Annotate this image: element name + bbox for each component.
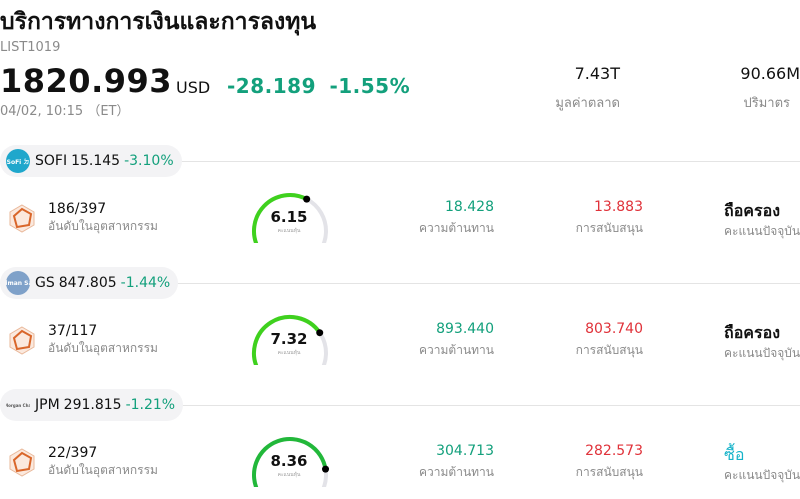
- section-divider: [0, 405, 800, 406]
- stock-pill[interactable]: SoFi ㄉ SOFI 15.145 -3.10%: [0, 145, 182, 177]
- stock-change-percent: -1.21%: [125, 397, 176, 413]
- stock-symbol: GS: [35, 275, 55, 291]
- rating-action: ถือครอง: [724, 201, 781, 220]
- support-label: การสนับสนุน: [575, 343, 643, 357]
- stock-score-gauge: [242, 431, 338, 495]
- support-value: 803.740: [585, 321, 643, 337]
- stock-score-label: คะแนนหุ้น: [277, 228, 301, 234]
- price-change-percent: -1.55%: [329, 74, 411, 98]
- rating-action: ถือครอง: [724, 323, 781, 342]
- section-divider: [0, 161, 800, 162]
- stock-score-value: 6.15: [270, 208, 308, 226]
- rating-action: ซื้อ: [724, 445, 745, 464]
- stock-pill[interactable]: Goldman Sachs GS 847.805 -1.44%: [0, 267, 179, 299]
- price-change: -28.189 -1.55%: [227, 74, 410, 98]
- volume-label: ปริมาตร: [743, 96, 790, 111]
- support-label: การสนับสนุน: [575, 465, 643, 479]
- stock-score-value: 7.32: [270, 330, 308, 348]
- price-change-value: -28.189: [227, 74, 316, 98]
- volume-value: 90.66M: [740, 64, 800, 83]
- industry-rank-label: อันดับในอุตสาหกรรม: [48, 341, 158, 355]
- stock-pill[interactable]: JPMorgan Chase JPM 291.815 -1.21%: [0, 389, 184, 421]
- resistance-label: ความต้านทาน: [419, 221, 494, 235]
- currency-label: USD: [176, 78, 211, 97]
- resistance-value: 304.713: [436, 443, 494, 459]
- rating-label: คะแนนปัจจุบัน: [724, 224, 800, 238]
- industry-rank-label: อันดับในอุตสาหกรรม: [48, 219, 158, 233]
- support-label: การสนับสนุน: [575, 221, 643, 235]
- stock-price: 15.145: [71, 153, 121, 169]
- stock-change-percent: -1.44%: [120, 275, 171, 291]
- market-cap-value: 7.43T: [574, 64, 620, 83]
- industry-rank-icon: [8, 203, 36, 237]
- timestamp: 04/02, 10:15 （ET）: [0, 104, 130, 119]
- sofi-logo-icon: SoFi ㄉ: [6, 149, 30, 173]
- stock-price: 847.805: [58, 275, 117, 291]
- resistance-label: ความต้านทาน: [419, 343, 494, 357]
- industry-rank: 186/397: [48, 201, 107, 217]
- jpmorgan-logo-icon: JPMorgan Chase: [6, 393, 30, 417]
- industry-rank: 37/117: [48, 323, 98, 339]
- list-code: LIST1019: [0, 40, 61, 55]
- stock-symbol: JPM: [35, 397, 60, 413]
- page-title: บริการทางการเงินและการลงทุน: [0, 9, 317, 35]
- support-value: 13.883: [594, 199, 643, 215]
- stock-score-gauge: [242, 309, 338, 373]
- rating-label: คะแนนปัจจุบัน: [724, 346, 800, 360]
- resistance-value: 18.428: [445, 199, 494, 215]
- industry-rank: 22/397: [48, 445, 98, 461]
- stock-change-percent: -3.10%: [124, 153, 174, 169]
- support-value: 282.573: [585, 443, 643, 459]
- stock-score-gauge: [242, 187, 338, 251]
- industry-rank-icon: [8, 325, 36, 359]
- stock-symbol: SOFI: [35, 153, 68, 169]
- stock-score-label: คะแนนหุ้น: [277, 350, 301, 356]
- stock-score-label: คะแนนหุ้น: [277, 472, 301, 478]
- resistance-label: ความต้านทาน: [419, 465, 494, 479]
- market-cap-label: มูลค่าตลาด: [555, 96, 620, 111]
- rating-label: คะแนนปัจจุบัน: [724, 468, 800, 482]
- industry-rank-label: อันดับในอุตสาหกรรม: [48, 463, 158, 477]
- industry-rank-icon: [8, 447, 36, 481]
- index-price: 1820.993: [0, 62, 173, 100]
- goldman-sachs-logo-icon: Goldman Sachs: [6, 271, 30, 295]
- resistance-value: 893.440: [436, 321, 494, 337]
- section-divider: [0, 283, 800, 284]
- stock-price: 291.815: [63, 397, 122, 413]
- stock-score-value: 8.36: [270, 452, 308, 470]
